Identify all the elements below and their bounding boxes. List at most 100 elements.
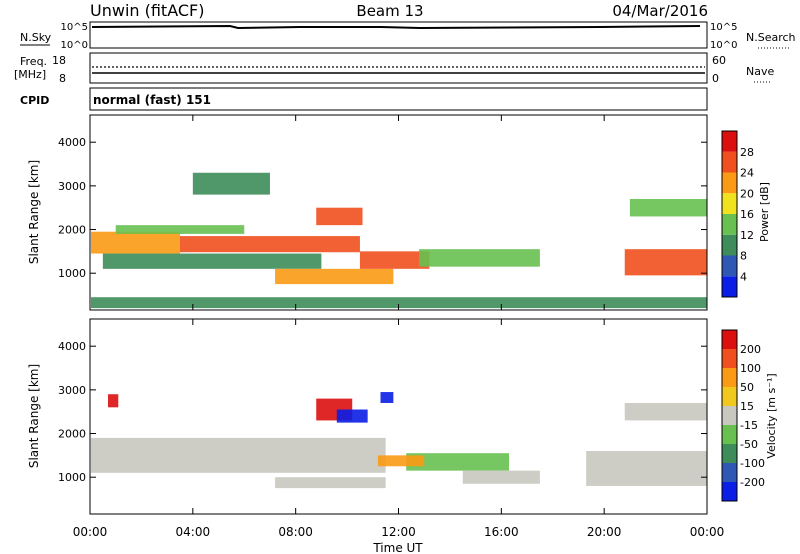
power-cbar-tick-6: 28 bbox=[740, 146, 754, 159]
station-title: Unwin (fitACF) bbox=[90, 1, 204, 20]
velocity-region-1 bbox=[275, 477, 386, 489]
power-cbar-swatch-1 bbox=[722, 255, 737, 277]
velocity-region-10 bbox=[380, 392, 394, 403]
nsky-label: N.Sky bbox=[20, 31, 52, 44]
power-cbar-tick-3: 16 bbox=[740, 208, 754, 221]
power-ytick-label-1: 2000 bbox=[58, 224, 86, 237]
velocity-cbar-tick-7: -200 bbox=[740, 476, 765, 489]
velocity-ytick-label-3: 4000 bbox=[58, 340, 86, 353]
velocity-ytick-label-2: 3000 bbox=[58, 384, 86, 397]
nsky-tick-lo: 10^0 bbox=[61, 40, 88, 51]
power-region-10 bbox=[192, 172, 270, 195]
xtick-label-4: 16:00 bbox=[484, 525, 519, 539]
nsky-trace bbox=[91, 24, 701, 30]
power-region-11 bbox=[91, 297, 707, 309]
power-region-8 bbox=[624, 249, 707, 276]
velocity-region-8 bbox=[624, 402, 707, 421]
nsearch-label: N.Search bbox=[746, 31, 796, 44]
power-cbar-swatch-4 bbox=[722, 193, 737, 214]
power-cbar-frame bbox=[721, 130, 738, 298]
power-ytick-label-2: 3000 bbox=[58, 180, 86, 193]
freq-panel bbox=[89, 52, 708, 84]
velocity-region-4 bbox=[406, 453, 510, 471]
power-cbar-tick-1: 8 bbox=[740, 250, 747, 263]
velocity-cbar-swatch-7 bbox=[722, 349, 737, 368]
velocity-cbar-frame bbox=[721, 329, 738, 502]
power-ytick-label-0: 1000 bbox=[58, 267, 86, 280]
velocity-region-7 bbox=[586, 450, 707, 486]
velocity-cbar-swatch-1 bbox=[722, 463, 737, 482]
power-ytick-label-3: 4000 bbox=[58, 136, 86, 149]
power-cbar-tick-2: 12 bbox=[740, 229, 754, 242]
freq-label-line1: Freq. bbox=[20, 55, 47, 68]
power-region-2 bbox=[102, 253, 322, 269]
velocity-cbar-tick-6: -100 bbox=[740, 457, 765, 470]
power-plot-frame bbox=[89, 114, 708, 311]
nsearch-tick-hi: 10^5 bbox=[710, 22, 737, 33]
velocity-cbar-swatch-4 bbox=[722, 406, 737, 425]
power-cbar-tick-4: 20 bbox=[740, 187, 754, 200]
velocity-cbar-tick-0: 200 bbox=[740, 343, 761, 356]
velocity-region-3 bbox=[336, 409, 368, 423]
freq-tick-hi: 18 bbox=[52, 54, 66, 67]
nave-tick-lo: 0 bbox=[712, 72, 719, 85]
nsky-tick-hi: 10^5 bbox=[61, 22, 88, 33]
power-colorbar: 4 8 12 16 20 24 28 bbox=[721, 130, 754, 298]
velocity-cbar-swatch-3 bbox=[722, 425, 737, 444]
x-axis-label: Time UT bbox=[372, 541, 423, 554]
velocity-ylabel: Slant Range [km] bbox=[27, 364, 41, 468]
nave-label: Nave bbox=[746, 65, 774, 78]
velocity-cbar-tick-5: -50 bbox=[740, 438, 758, 451]
velocity-cbar-tick-4: -15 bbox=[740, 419, 758, 432]
nsearch-tick-lo: 10^0 bbox=[710, 40, 737, 51]
power-region-1 bbox=[179, 236, 360, 253]
power-cbar-swatch-5 bbox=[722, 172, 737, 194]
power-heatmap-panel: 1000 2000 3000 4000 Slant Range [km] bbox=[27, 114, 708, 311]
power-cbar-swatch-3 bbox=[722, 214, 737, 235]
xtick-label-1: 04:00 bbox=[176, 525, 211, 539]
power-region-0 bbox=[91, 231, 180, 254]
power-cbar-swatch-2 bbox=[722, 234, 737, 256]
xtick-label-0: 00:00 bbox=[73, 525, 108, 539]
date-title: 04/Mar/2016 bbox=[612, 2, 708, 20]
velocity-cbar-swatch-0 bbox=[722, 482, 737, 501]
power-region-6 bbox=[359, 251, 430, 269]
velocity-region-6 bbox=[462, 470, 540, 484]
cpid-panel bbox=[89, 87, 708, 111]
power-cbar-swatch-0 bbox=[722, 276, 737, 297]
power-cbar-tick-5: 24 bbox=[740, 167, 754, 180]
xtick-label-5: 20:00 bbox=[587, 525, 622, 539]
velocity-cbar-swatch-8 bbox=[722, 330, 737, 349]
xtick-label-2: 08:00 bbox=[278, 525, 313, 539]
power-ylabel: Slant Range [km] bbox=[27, 160, 41, 264]
velocity-ytick-label-1: 2000 bbox=[58, 428, 86, 441]
power-cbar-swatch-7 bbox=[722, 131, 737, 152]
freq-label-line2: [MHz] bbox=[14, 68, 46, 81]
power-cbar-swatch-6 bbox=[722, 151, 737, 173]
velocity-region-9 bbox=[107, 394, 119, 408]
velocity-cbar-tick-3: 15 bbox=[740, 400, 754, 413]
xtick-label-3: 12:00 bbox=[381, 525, 416, 539]
velocity-region-5 bbox=[377, 455, 425, 467]
velocity-cbar-tick-2: 50 bbox=[740, 381, 754, 394]
xtick-label-6: 00:00 bbox=[690, 525, 725, 539]
cpid-text: normal (fast) 151 bbox=[93, 93, 211, 107]
velocity-heatmap-panel: 1000 2000 3000 4000 Slant Range [km] bbox=[27, 318, 708, 515]
power-region-3 bbox=[115, 225, 245, 234]
velocity-cbar-swatch-6 bbox=[722, 368, 737, 387]
velocity-colorbar: 200 100 50 15 -15 -50 -100 -200 bbox=[721, 329, 765, 502]
power-region-7 bbox=[419, 249, 540, 267]
power-cbar-label: Power [dB] bbox=[758, 182, 771, 242]
power-region-9 bbox=[629, 198, 707, 217]
beam-title: Beam 13 bbox=[356, 2, 423, 20]
power-region-4 bbox=[316, 207, 363, 226]
velocity-cbar-swatch-2 bbox=[722, 444, 737, 463]
velocity-cbar-swatch-5 bbox=[722, 387, 737, 406]
velocity-region-0 bbox=[91, 437, 386, 473]
velocity-cbar-tick-1: 100 bbox=[740, 362, 761, 375]
velocity-cbar-label: Velocity [m s⁻¹] bbox=[765, 373, 778, 458]
velocity-ytick-label-0: 1000 bbox=[58, 471, 86, 484]
nsky-panel bbox=[89, 21, 708, 49]
nave-tick-hi: 60 bbox=[712, 54, 726, 67]
